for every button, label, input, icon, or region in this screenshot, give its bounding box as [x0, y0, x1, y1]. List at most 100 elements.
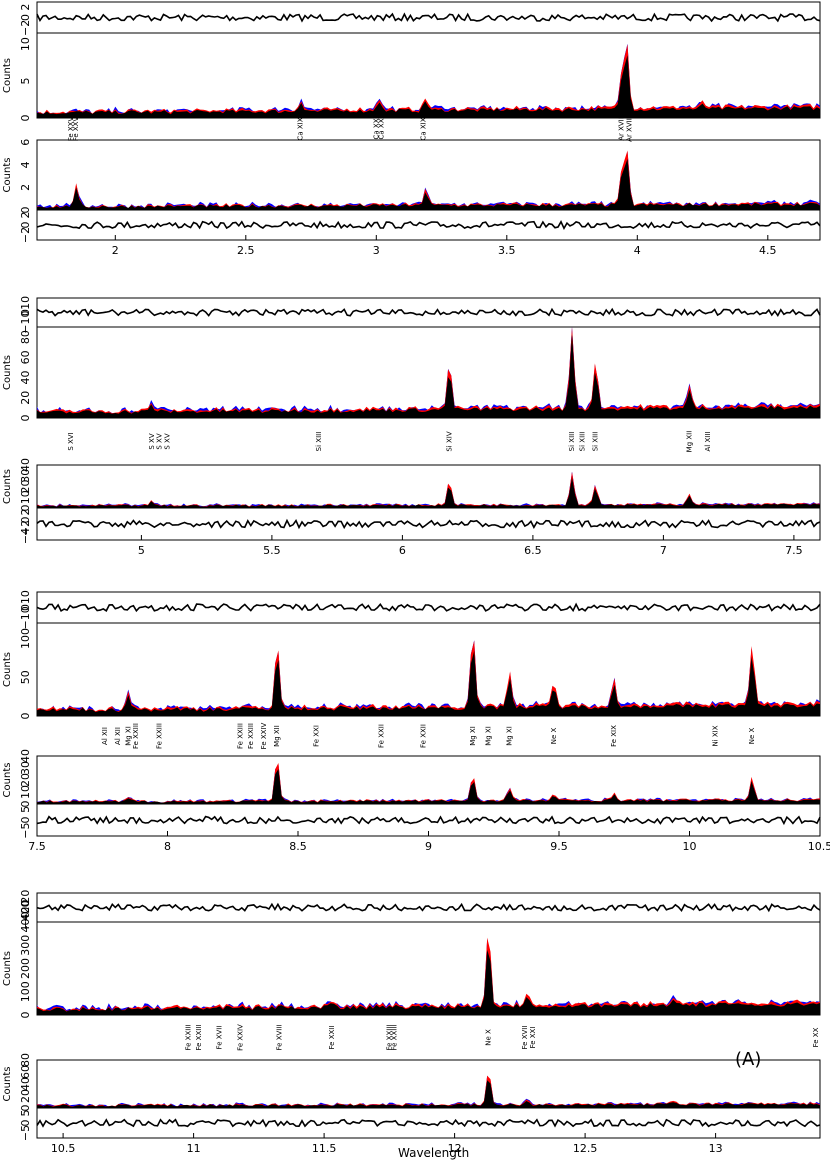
ion-line-label: Al XIII: [704, 432, 712, 452]
x-tick-label: 7: [660, 544, 667, 557]
y-tick-label: 0: [19, 604, 32, 611]
ion-line-label: Fe XXIII: [156, 723, 164, 749]
x-tick-label: 4.5: [759, 244, 777, 257]
y-tick-label: 0: [19, 505, 32, 512]
series-c-area: [37, 333, 820, 418]
y-tick-label: 100: [19, 981, 32, 1002]
y-tick-label: −4: [19, 528, 32, 544]
ion-line-label: Mg XII: [686, 431, 694, 453]
ion-line-label: Ca XX: [372, 118, 380, 139]
series-a-area: [37, 763, 820, 804]
ion-line-label: Ca XX: [378, 118, 386, 139]
y-tick-label: 10: [19, 296, 32, 310]
ion-line-label: Fe XX: [812, 1027, 820, 1047]
ion-line-label: Fe XXIII: [132, 723, 140, 749]
y-tick-label: 40: [19, 371, 32, 385]
residual-panel-frame: [36, 1107, 821, 1139]
y-axis-label: Counts: [2, 951, 13, 986]
residual-line: [36, 602, 821, 613]
x-tick-label: 5: [138, 544, 145, 557]
y-axis-label: Counts: [2, 355, 13, 390]
ion-line-label: Fe XXII: [328, 1026, 336, 1050]
ion-line-label: Si XIII: [578, 432, 586, 452]
ion-line-label: Mg XI: [124, 726, 132, 746]
x-tick-label: 12.5: [573, 1142, 598, 1155]
y-tick-label: 60: [19, 1065, 32, 1079]
y-tick-label: 2: [19, 184, 32, 191]
ion-line-label: Fe XXV: [67, 117, 75, 142]
y-tick-label: 0: [19, 801, 32, 808]
series-b-area: [37, 1075, 820, 1108]
x-tick-label: 10: [683, 840, 697, 853]
counts-panel-frame: [36, 464, 821, 509]
ion-line-label: Fe XVII: [521, 1026, 529, 1050]
series-c-area: [37, 651, 820, 716]
ion-line-label: Al XII: [114, 727, 122, 745]
ion-line-label: Si XIV: [445, 431, 453, 451]
y-tick-label: −5: [19, 1125, 32, 1141]
ion-line-label: Ar XVII: [618, 117, 626, 141]
ion-line-label: Mg XII: [273, 725, 281, 747]
ion-line-label: Fe XXIII: [247, 723, 255, 749]
ion-line-label: S XV: [164, 433, 172, 449]
counts-panel-frame: [36, 755, 821, 805]
series-c-area: [37, 949, 820, 1015]
y-tick-label: 0: [19, 14, 32, 21]
x-tick-label: 6: [399, 544, 406, 557]
series-c-area: [37, 1080, 820, 1108]
x-axis-label: Wavelength: [398, 1146, 469, 1160]
counts-panel-frame: [36, 622, 821, 717]
x-tick-label: 12: [448, 1142, 462, 1155]
series-b-area: [37, 763, 820, 804]
series-c-area: [37, 769, 820, 804]
y-axis-label: Counts: [2, 158, 13, 193]
x-tick-label: 5.5: [263, 544, 281, 557]
y-tick-label: 20: [19, 391, 32, 405]
ion-line-label: Si XIII: [568, 432, 576, 452]
y-tick-label: 5: [19, 1110, 32, 1117]
ion-line-label: Fe XXIII: [195, 1025, 203, 1051]
y-tick-label: 40: [19, 1077, 32, 1091]
y-tick-label: −10: [19, 606, 32, 629]
x-tick-label: 4: [634, 244, 641, 257]
y-tick-label: 10: [19, 785, 32, 799]
y-tick-label: 4: [19, 161, 32, 168]
y-tick-label: 200: [19, 958, 32, 979]
y-tick-label: −2: [19, 520, 32, 536]
series-b-area: [37, 640, 820, 716]
residual-line: [36, 12, 821, 23]
ion-line-label: Ne X: [485, 1029, 493, 1046]
y-tick-label: 0: [19, 1012, 32, 1019]
ion-line-label: Mg XI: [469, 726, 477, 746]
ion-line-label: Si XIII: [592, 432, 600, 452]
x-tick-label: 9: [425, 840, 432, 853]
y-tick-label: −40: [19, 907, 32, 930]
ion-line-label: Fe XXIII: [237, 723, 245, 749]
ion-line-label: Mg XI: [505, 726, 513, 746]
y-tick-label: 50: [19, 670, 32, 684]
y-tick-label: 0: [19, 222, 32, 229]
x-tick-label: 13: [709, 1142, 723, 1155]
y-tick-label: 2: [19, 212, 32, 219]
y-tick-label: 0: [19, 309, 32, 316]
ion-line-label: Fe XXIV: [260, 722, 268, 749]
y-tick-label: 40: [19, 749, 32, 763]
y-axis-label: Counts: [2, 1067, 13, 1102]
y-tick-label: 40: [19, 458, 32, 472]
x-tick-label: 9.5: [550, 840, 568, 853]
x-tick-label: 6.5: [524, 544, 542, 557]
y-tick-label: 5: [19, 78, 32, 85]
y-tick-label: 0: [19, 115, 32, 122]
residual-line: [36, 815, 821, 826]
y-tick-label: 0: [19, 517, 32, 524]
x-tick-label: 10.5: [51, 1142, 76, 1155]
ion-line-label: Ca XIX: [419, 117, 427, 140]
ion-line-label: Ni XIX: [712, 725, 720, 746]
y-tick-label: 20: [19, 773, 32, 787]
ion-line-label: Fe XXIII: [385, 1025, 393, 1051]
x-tick-label: 3.5: [498, 244, 516, 257]
ion-line-label: Fe XXII: [419, 724, 427, 748]
y-tick-label: 30: [19, 761, 32, 775]
y-tick-label: 5: [19, 806, 32, 813]
